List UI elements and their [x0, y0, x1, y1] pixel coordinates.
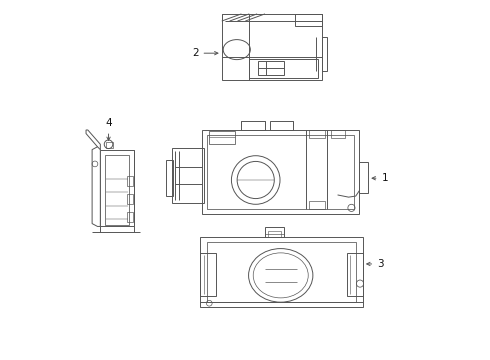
Bar: [248, 59, 318, 78]
Bar: [309, 130, 325, 138]
Bar: [127, 176, 133, 186]
Bar: [242, 121, 265, 130]
Bar: [359, 162, 368, 193]
Bar: [347, 253, 363, 296]
Bar: [200, 237, 363, 307]
Text: 3: 3: [367, 259, 384, 269]
Bar: [270, 121, 293, 130]
Bar: [258, 61, 284, 75]
Bar: [106, 143, 113, 148]
Bar: [331, 130, 345, 138]
Bar: [268, 231, 281, 237]
Bar: [265, 227, 284, 237]
Bar: [127, 212, 133, 222]
Text: 2: 2: [192, 48, 218, 58]
Bar: [209, 131, 235, 144]
Bar: [100, 150, 134, 226]
Bar: [295, 14, 322, 26]
Text: 4: 4: [105, 118, 112, 140]
Polygon shape: [86, 130, 100, 150]
Bar: [200, 253, 217, 296]
Bar: [322, 37, 327, 71]
Bar: [207, 242, 356, 302]
Bar: [172, 148, 204, 203]
Polygon shape: [92, 147, 100, 226]
Bar: [105, 155, 129, 225]
Bar: [309, 202, 325, 209]
Bar: [222, 14, 322, 80]
Bar: [207, 135, 354, 209]
Bar: [127, 194, 133, 204]
Bar: [167, 160, 173, 196]
Text: 1: 1: [372, 173, 388, 183]
Bar: [202, 130, 359, 214]
